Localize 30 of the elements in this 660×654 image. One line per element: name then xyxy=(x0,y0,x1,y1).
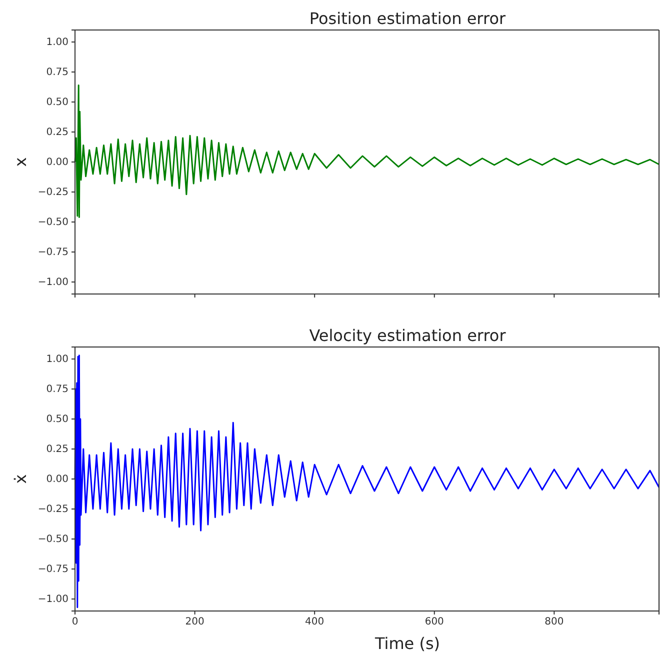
y-axis-title: x xyxy=(11,157,30,167)
x-tick-label: 400 xyxy=(305,616,324,628)
y-tick-label: 0.00 xyxy=(46,474,68,486)
y-tick-label: 0.75 xyxy=(46,384,68,396)
x-axis-title: Time (s) xyxy=(374,634,440,653)
y-tick-label: −1.00 xyxy=(38,277,68,288)
y-tick-label: 0.50 xyxy=(46,414,68,426)
y-tick-label: −0.25 xyxy=(38,187,68,198)
y-tick-label: 1.00 xyxy=(46,37,68,48)
x-tick-label: 800 xyxy=(544,616,564,628)
y-tick-label: 0.25 xyxy=(46,444,68,456)
y-tick-label: −0.50 xyxy=(38,534,68,546)
y-axis-title: ẋ xyxy=(11,474,30,484)
y-tick-label: −0.25 xyxy=(38,504,68,516)
chart-title: Position estimation error xyxy=(309,9,506,28)
y-tick-label: 1.00 xyxy=(46,354,68,366)
line-series xyxy=(74,84,660,218)
chart-title: Velocity estimation error xyxy=(309,326,506,345)
line-series xyxy=(74,354,660,608)
y-tick-label: 0.75 xyxy=(46,67,68,78)
y-tick-label: 0.50 xyxy=(46,97,68,108)
x-tick-label: 0 xyxy=(72,616,78,628)
y-tick-label: 0.25 xyxy=(46,127,68,138)
x-tick-label: 600 xyxy=(424,616,444,628)
y-tick-label: −1.00 xyxy=(38,594,68,606)
y-tick-label: 0.00 xyxy=(46,157,68,168)
x-tick-label: 200 xyxy=(185,616,204,628)
y-tick-label: −0.75 xyxy=(38,247,68,258)
y-tick-label: −0.50 xyxy=(38,217,68,228)
y-tick-label: −0.75 xyxy=(38,564,68,576)
